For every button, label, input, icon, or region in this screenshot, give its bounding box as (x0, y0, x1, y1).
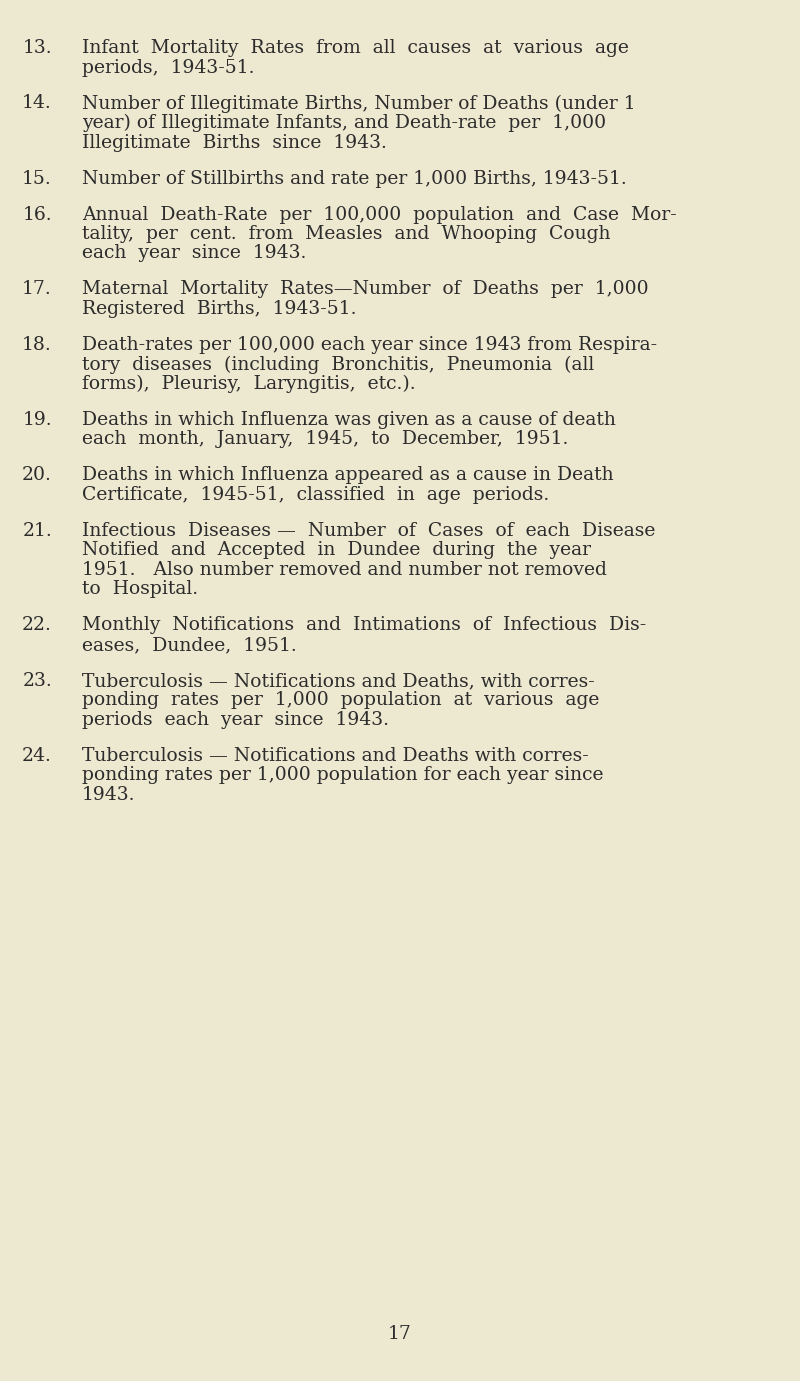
Text: tality,  per  cent.  from  Measles  and  Whooping  Cough: tality, per cent. from Measles and Whoop… (82, 225, 610, 243)
Text: Monthly  Notifications  and  Intimations  of  Infectious  Dis-: Monthly Notifications and Intimations of… (82, 616, 646, 634)
Text: 13.: 13. (22, 39, 52, 57)
Text: to  Hospital.: to Hospital. (82, 580, 198, 598)
Text: eases,  Dundee,  1951.: eases, Dundee, 1951. (82, 637, 297, 655)
Text: 17.: 17. (22, 280, 52, 298)
Text: 24.: 24. (22, 747, 52, 765)
Text: Deaths in which Influenza appeared as a cause in Death: Deaths in which Influenza appeared as a … (82, 467, 614, 485)
Text: Annual  Death-Rate  per  100,000  population  and  Case  Mor-: Annual Death-Rate per 100,000 population… (82, 206, 677, 224)
Text: 15.: 15. (22, 170, 52, 188)
Text: Maternal  Mortality  Rates—Number  of  Deaths  per  1,000: Maternal Mortality Rates—Number of Death… (82, 280, 649, 298)
Text: 23.: 23. (22, 673, 52, 690)
Text: Number of Illegitimate Births, Number of Deaths (under 1: Number of Illegitimate Births, Number of… (82, 94, 636, 113)
Text: 1951.   Also number removed and number not removed: 1951. Also number removed and number not… (82, 561, 607, 579)
Text: 17: 17 (388, 1324, 412, 1342)
Text: 14.: 14. (22, 94, 52, 112)
Text: periods  each  year  since  1943.: periods each year since 1943. (82, 711, 389, 729)
Text: 20.: 20. (22, 467, 52, 485)
Text: 22.: 22. (22, 616, 52, 634)
Text: 1943.: 1943. (82, 786, 135, 804)
Text: ponding rates per 1,000 population for each year since: ponding rates per 1,000 population for e… (82, 766, 603, 784)
Text: Registered  Births,  1943-51.: Registered Births, 1943-51. (82, 300, 357, 318)
Text: each  month,  January,  1945,  to  December,  1951.: each month, January, 1945, to December, … (82, 431, 568, 449)
Text: 16.: 16. (22, 206, 52, 224)
Text: Notified  and  Accepted  in  Dundee  during  the  year: Notified and Accepted in Dundee during t… (82, 541, 591, 559)
Text: periods,  1943-51.: periods, 1943-51. (82, 58, 254, 76)
Text: each  year  since  1943.: each year since 1943. (82, 244, 306, 262)
Text: Infectious  Diseases —  Number  of  Cases  of  each  Disease: Infectious Diseases — Number of Cases of… (82, 522, 655, 540)
Text: 18.: 18. (22, 336, 52, 354)
Text: Infant  Mortality  Rates  from  all  causes  at  various  age: Infant Mortality Rates from all causes a… (82, 39, 629, 57)
Text: 19.: 19. (22, 412, 52, 429)
Text: Death-rates per 100,000 each year since 1943 from Respira-: Death-rates per 100,000 each year since … (82, 336, 657, 354)
Text: 21.: 21. (22, 522, 52, 540)
Text: year) of Illegitimate Infants, and Death-rate  per  1,000: year) of Illegitimate Infants, and Death… (82, 115, 606, 133)
Text: Illegitimate  Births  since  1943.: Illegitimate Births since 1943. (82, 134, 387, 152)
Text: Tuberculosis — Notifications and Deaths, with corres-: Tuberculosis — Notifications and Deaths,… (82, 673, 594, 690)
Text: Certificate,  1945-51,  classified  in  age  periods.: Certificate, 1945-51, classified in age … (82, 486, 550, 504)
Text: Number of Stillbirths and rate per 1,000 Births, 1943-51.: Number of Stillbirths and rate per 1,000… (82, 170, 626, 188)
Text: forms),  Pleurisy,  Laryngitis,  etc.).: forms), Pleurisy, Laryngitis, etc.). (82, 376, 416, 394)
Text: Tuberculosis — Notifications and Deaths with corres-: Tuberculosis — Notifications and Deaths … (82, 747, 589, 765)
Text: Deaths in which Influenza was given as a cause of death: Deaths in which Influenza was given as a… (82, 412, 616, 429)
Text: tory  diseases  (including  Bronchitis,  Pneumonia  (all: tory diseases (including Bronchitis, Pne… (82, 355, 594, 374)
Text: ponding  rates  per  1,000  population  at  various  age: ponding rates per 1,000 population at va… (82, 692, 599, 710)
